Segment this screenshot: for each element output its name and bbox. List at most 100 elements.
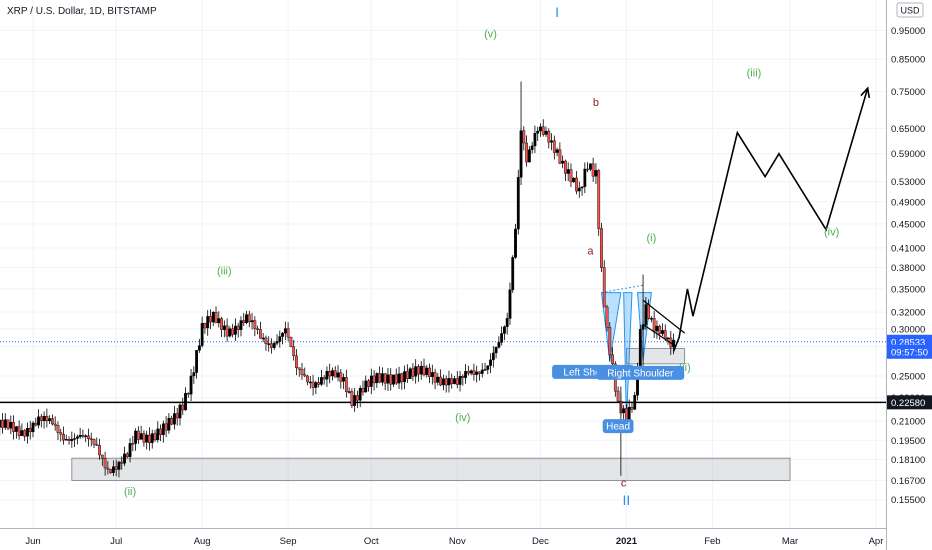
- candle-body: [181, 404, 185, 411]
- candle-body: [425, 367, 429, 376]
- candle-body: [319, 377, 323, 385]
- candle: [217, 311, 221, 328]
- candle-body: [275, 341, 279, 344]
- time-axis[interactable]: Jun Jul Aug Sep Oct Nov Dec 2021 Feb Mar Apr: [0, 528, 886, 548]
- candle: [234, 318, 237, 341]
- candle: [120, 456, 124, 470]
- candle-body: [164, 423, 168, 431]
- candle-body: [386, 374, 390, 384]
- candle: [222, 320, 226, 338]
- candle: [9, 415, 13, 435]
- candle: [192, 366, 196, 384]
- candle: [292, 339, 296, 361]
- candle: [56, 421, 60, 441]
- candle-body: [633, 395, 637, 410]
- candle-body: [472, 370, 476, 375]
- candle-body: [178, 404, 182, 419]
- candle: [414, 359, 418, 384]
- candle: [428, 363, 431, 384]
- candle: [361, 380, 365, 396]
- candle: [347, 387, 351, 394]
- currency-button-label: USD: [900, 6, 920, 16]
- symbol-title: XRP / U.S. Dollar, 1D, BITSTAMP: [7, 6, 157, 17]
- candle-body: [647, 304, 651, 319]
- candle-body: [514, 228, 517, 258]
- candle: [6, 419, 10, 431]
- pattern-label: Head: [602, 419, 634, 434]
- candle: [45, 408, 49, 428]
- candle-body: [311, 381, 315, 388]
- candle-body: [297, 367, 301, 370]
- candle: [161, 420, 165, 443]
- candle-body: [525, 142, 528, 163]
- candle-body: [236, 325, 240, 330]
- candle: [247, 310, 251, 328]
- candle-body: [167, 417, 171, 431]
- candle-body: [247, 314, 251, 323]
- candle-body: [544, 130, 548, 135]
- wave-label: I: [555, 4, 559, 20]
- candle: [478, 371, 481, 381]
- candle: [23, 429, 27, 441]
- candle: [175, 407, 179, 426]
- candle: [555, 147, 559, 157]
- candle: [500, 326, 504, 346]
- candle-body: [214, 312, 218, 324]
- currency-button[interactable]: USD: [896, 2, 924, 18]
- candle-body: [95, 444, 99, 446]
- candle: [597, 168, 601, 236]
- candle: [67, 436, 71, 445]
- candle: [286, 322, 290, 341]
- candle-body: [436, 376, 440, 383]
- pattern-label-text: Left Shoulder: [563, 367, 623, 378]
- candle-body: [217, 318, 221, 324]
- candle-body: [23, 430, 27, 437]
- candle: [231, 323, 235, 338]
- candle-body: [558, 149, 562, 164]
- candle: [245, 310, 248, 325]
- candle-body: [186, 392, 190, 395]
- candle-body: [497, 342, 501, 348]
- candle: [403, 365, 406, 390]
- candle-body: [3, 419, 7, 428]
- candle: [73, 433, 76, 447]
- candle: [264, 335, 268, 351]
- candle-body: [184, 392, 187, 411]
- candle-body: [234, 325, 237, 335]
- candle-body: [331, 370, 334, 377]
- candle: [39, 414, 43, 428]
- candle: [547, 128, 551, 149]
- candle: [505, 312, 509, 335]
- candle: [333, 366, 337, 378]
- candle: [383, 373, 387, 390]
- candle-body: [195, 350, 199, 373]
- candle: [150, 429, 154, 449]
- candle: [561, 155, 565, 169]
- candle-body: [464, 371, 467, 378]
- candle-body: [594, 170, 598, 177]
- candle-body: [478, 371, 481, 374]
- candle-body: [109, 469, 113, 474]
- candle: [78, 427, 82, 439]
- candle: [48, 415, 52, 424]
- candle: [544, 126, 548, 137]
- candle: [17, 420, 21, 440]
- candle: [26, 422, 29, 444]
- candle: [267, 336, 271, 352]
- candle: [12, 415, 15, 440]
- candle-body: [602, 267, 606, 308]
- price-axis[interactable]: 0.95000 0.85000 0.75000 0.65000 0.59000 0.530…: [886, 0, 932, 550]
- candle: [37, 409, 40, 429]
- candle: [156, 421, 160, 443]
- candle-body: [381, 373, 384, 383]
- candle-body: [220, 318, 223, 330]
- candle: [167, 413, 171, 434]
- candle: [289, 336, 293, 348]
- candle-body: [253, 320, 257, 329]
- candle: [469, 369, 473, 376]
- candle-body: [114, 466, 118, 470]
- candle: [186, 392, 190, 398]
- candle-body: [411, 368, 415, 377]
- candle: [450, 373, 454, 389]
